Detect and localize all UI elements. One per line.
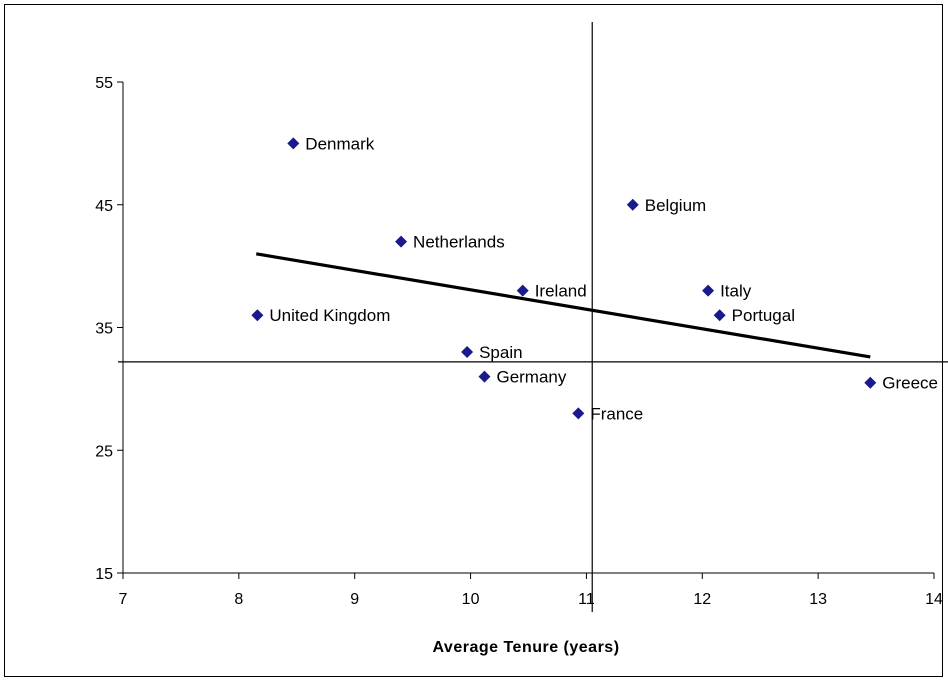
trendline-group (255, 252, 871, 359)
x-axis-title: Average Tenure (years) (432, 639, 619, 656)
data-point-marker (287, 137, 300, 150)
x-tick-label: 8 (234, 591, 243, 608)
data-point-label: Spain (479, 343, 522, 362)
y-tick-label: 45 (95, 198, 113, 215)
data-point-marker (251, 309, 264, 322)
data-point-label: Greece (882, 374, 938, 393)
data-point-marker (626, 198, 639, 211)
data-point-marker (461, 346, 474, 359)
data-point-label: United Kingdom (269, 306, 390, 325)
x-tick-label: 7 (119, 591, 128, 608)
data-point-marker (864, 376, 877, 389)
data-point-label: Portugal (732, 306, 795, 325)
reference-lines (118, 22, 948, 612)
data-point-marker (395, 235, 408, 248)
data-point-marker (478, 370, 491, 383)
data-point-marker (702, 284, 715, 297)
data-point-label: Italy (720, 282, 752, 301)
chart-frame (4, 4, 943, 677)
data-point-label: France (590, 404, 643, 423)
x-tick-label: 11 (578, 591, 595, 608)
x-tick-label: 9 (350, 591, 359, 608)
x-tick-label: 10 (462, 591, 480, 608)
data-point-label: Germany (496, 368, 566, 387)
axes: 15 25 35 45 55 7 8 9 10 11 12 13 14 (95, 75, 943, 608)
y-tick-label: 15 (95, 566, 113, 583)
data-point-marker (713, 309, 726, 322)
data-point-marker (572, 407, 585, 420)
point-labels: Denmark Belgium Netherlands Ireland Italy Uni… (269, 134, 938, 423)
x-tick-label: 14 (925, 591, 943, 608)
y-tick-label: 35 (95, 321, 113, 338)
data-point-label: Belgium (645, 196, 706, 215)
x-tick-label: 13 (809, 591, 827, 608)
trendline (255, 252, 871, 359)
data-point-label: Denmark (305, 134, 374, 153)
y-tick-label: 55 (95, 75, 113, 92)
x-tick-label: 12 (693, 591, 711, 608)
data-point-marker (516, 284, 529, 297)
data-point-label: Ireland (535, 282, 587, 301)
y-tick-label: 25 (95, 443, 113, 460)
data-point-label: Netherlands (413, 233, 505, 252)
data-points (251, 137, 877, 420)
